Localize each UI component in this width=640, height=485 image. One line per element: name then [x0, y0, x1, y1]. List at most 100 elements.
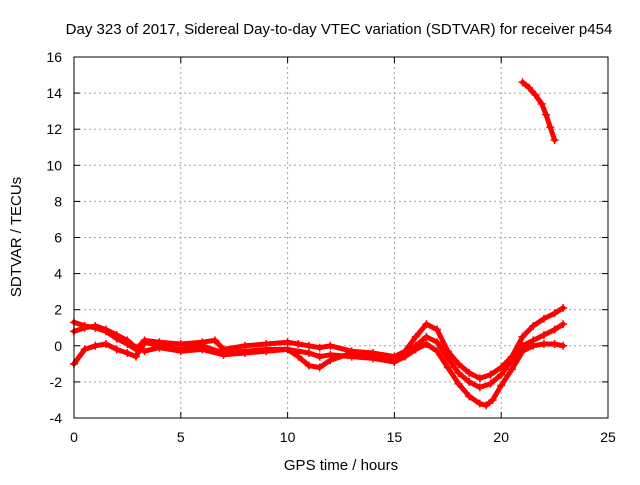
data-point: [539, 339, 548, 348]
x-tick-label: 15: [387, 429, 403, 445]
data-point: [326, 341, 335, 350]
data-point: [550, 309, 559, 318]
data-point: [433, 347, 442, 356]
series-trace: [71, 339, 566, 408]
data-point: [559, 303, 568, 312]
data-point: [80, 345, 89, 354]
data-point: [465, 392, 474, 401]
data-point: [102, 325, 111, 334]
data-point: [422, 332, 431, 341]
data-point: [497, 381, 506, 390]
data-point: [529, 321, 538, 330]
data-point: [482, 401, 491, 410]
data-point: [433, 338, 442, 347]
x-tick-label: 20: [493, 429, 509, 445]
data-point: [518, 332, 527, 341]
y-tick-label: 4: [54, 266, 62, 282]
data-point: [518, 347, 527, 356]
y-tick-label: 12: [46, 121, 62, 137]
y-tick-label: 2: [54, 302, 62, 318]
data-point: [326, 350, 335, 359]
data-point: [539, 330, 548, 339]
data-point: [422, 339, 431, 348]
data-point: [531, 90, 540, 99]
data-point: [524, 83, 533, 92]
data-point: [131, 352, 140, 361]
data-point: [347, 352, 356, 361]
data-point: [550, 325, 559, 334]
data-point: [475, 383, 484, 392]
x-tick-label: 0: [70, 429, 78, 445]
data-point: [283, 338, 292, 347]
data-point: [488, 395, 497, 404]
data-point: [112, 330, 121, 339]
data-point: [262, 345, 271, 354]
data-layer: [70, 78, 568, 410]
data-point: [537, 99, 546, 108]
data-point: [518, 78, 527, 87]
data-point: [486, 379, 495, 388]
y-tick-label: -2: [50, 374, 63, 390]
data-point: [475, 374, 484, 383]
data-point: [91, 341, 100, 350]
data-point: [465, 368, 474, 377]
data-point: [507, 365, 516, 374]
data-point: [550, 339, 559, 348]
data-point: [411, 332, 420, 341]
data-point: [91, 321, 100, 330]
y-tick-label: 6: [54, 230, 62, 246]
data-point: [443, 363, 452, 372]
data-point: [294, 339, 303, 348]
data-point: [475, 399, 484, 408]
data-point: [465, 377, 474, 386]
y-tick-label: 8: [54, 193, 62, 209]
data-point: [369, 354, 378, 363]
y-tick-label: 0: [54, 338, 62, 354]
data-point: [443, 354, 452, 363]
data-point: [497, 370, 506, 379]
data-point: [422, 320, 431, 329]
data-point: [546, 123, 555, 132]
series-track-c: [70, 338, 568, 410]
data-point: [304, 341, 313, 350]
data-point: [529, 341, 538, 350]
data-point: [411, 345, 420, 354]
data-point: [559, 320, 568, 329]
y-tick-label: 16: [46, 49, 62, 65]
data-point: [539, 314, 548, 323]
y-axis-label: SDTVAR / TECUs: [8, 177, 25, 297]
data-point: [219, 349, 228, 358]
data-point: [155, 341, 164, 350]
data-point: [454, 379, 463, 388]
chart-title: Day 323 of 2017, Sidereal Day-to-day VTE…: [66, 21, 613, 38]
y-tick-label: 10: [46, 157, 62, 173]
series-track-d: [518, 78, 559, 145]
data-point: [401, 352, 410, 361]
x-tick-label: 10: [280, 429, 296, 445]
data-point: [433, 325, 442, 334]
data-point: [550, 136, 559, 145]
tick-layer: 0 5 10 15 20 25 -4 -2 0 2 4 6 8 10 12 14 16: [46, 49, 616, 445]
data-point: [454, 368, 463, 377]
x-axis-label: GPS time / hours: [284, 457, 398, 474]
x-tick-label: 5: [177, 429, 185, 445]
data-point: [304, 361, 313, 370]
data-point: [112, 345, 121, 354]
data-point: [542, 110, 551, 119]
data-point: [486, 370, 495, 379]
data-point: [315, 352, 324, 361]
data-point: [294, 352, 303, 361]
x-tick-label: 25: [600, 429, 616, 445]
grid-layer: [74, 57, 608, 418]
data-point: [140, 338, 149, 347]
data-point: [80, 323, 89, 332]
y-tick-label: -4: [50, 410, 63, 426]
data-point: [176, 345, 185, 354]
data-point: [210, 336, 219, 345]
data-point: [240, 347, 249, 356]
data-point: [559, 341, 568, 350]
data-point: [315, 343, 324, 352]
data-point: [454, 359, 463, 368]
